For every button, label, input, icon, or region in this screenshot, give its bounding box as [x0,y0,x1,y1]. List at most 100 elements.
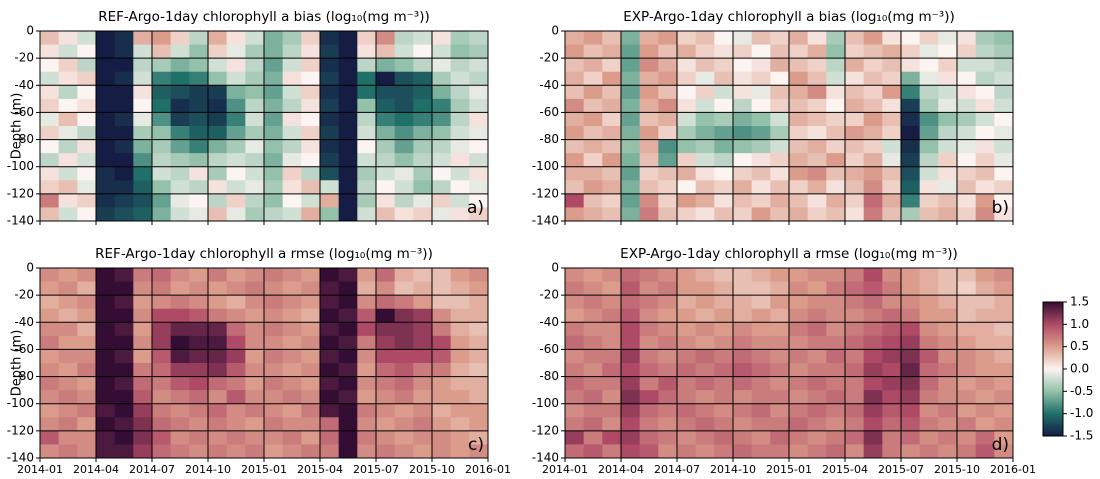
heatmap-cell [695,376,715,391]
heatmap-cell [583,207,603,222]
heatmap-cell [264,349,284,364]
heatmap-cell [226,403,246,418]
heatmap-cell [602,268,622,282]
heatmap-cell [245,31,265,45]
heatmap-cell [376,281,396,296]
colorbar-tick-label: -1.5 [1070,429,1093,443]
heatmap-cell [919,153,939,168]
heatmap-cell [432,44,452,59]
heatmap-cell [901,390,921,405]
heatmap-cell [133,58,153,73]
heatmap-cell [152,390,172,405]
heatmap-cell [58,322,78,337]
heatmap-cell [826,180,846,195]
heatmap-cell [114,58,134,73]
heatmap-cell [695,308,715,323]
heatmap-cell [376,180,396,195]
heatmap-cell [189,153,209,168]
heatmap-cell [264,44,284,59]
heatmap-cell [170,268,190,282]
heatmap-cell [826,71,846,86]
heatmap-cell [789,112,809,127]
heatmap-cell [96,295,116,310]
heatmap-cell [621,322,641,337]
heatmap-cell [152,281,172,296]
heatmap-cell [639,166,659,181]
heatmap-cell [357,390,377,405]
y-tick-label: -80 [539,132,559,146]
heatmap-cell [133,417,153,432]
heatmap-cell [432,126,452,140]
heatmap-cell [58,308,78,323]
colorbar-swatch [1043,397,1063,400]
heatmap-cell [357,153,377,168]
heatmap-cell [450,295,470,310]
heatmap-cell [282,31,302,45]
heatmap-cell [226,417,246,432]
heatmap-cell [583,153,603,168]
heatmap-cell [751,390,771,405]
colorbar-swatch [1043,310,1063,313]
heatmap-cell [845,376,865,391]
colorbar-swatch [1043,315,1063,318]
heatmap-cell [658,153,678,168]
heatmap-cell [938,71,958,86]
heatmap-cell [714,112,734,127]
heatmap-cell [733,71,753,86]
heatmap-cell [677,71,697,86]
heatmap-cell [639,363,659,377]
heatmap-cell [208,281,228,296]
heatmap-cell [96,85,116,100]
heatmap-cell [901,295,921,310]
heatmap-cell [901,126,921,140]
heatmap-cell [938,322,958,337]
heatmap-cell [264,444,284,459]
heatmap-cell [807,335,827,350]
heatmap-cell [282,44,302,59]
y-tick-label: -120 [532,186,559,200]
heatmap-cell [96,207,116,222]
y-tick-label: 0 [551,261,559,275]
heatmap-cell [733,349,753,364]
heatmap-cell [733,31,753,45]
heatmap-cell [658,308,678,323]
heatmap-cell [789,390,809,405]
heatmap-cell [450,71,470,86]
colorbar-swatch [1043,358,1063,362]
heatmap-cell [376,98,396,113]
heatmap-cell [282,166,302,181]
heatmap-cell [170,112,190,127]
colorbar-swatch [1043,425,1063,429]
heatmap-cell [58,376,78,391]
heatmap-cell [677,308,697,323]
colorbar-swatch [1043,379,1063,382]
heatmap-cell [394,376,414,391]
colorbar-swatch [1043,367,1063,370]
heatmap-cell [301,322,321,337]
y-tick-label: -40 [14,78,34,92]
heatmap-cell [621,98,641,113]
heatmap-cell [639,322,659,337]
colorbar-swatch [1043,308,1063,311]
heatmap-cell [583,166,603,181]
heatmap-cell [450,44,470,59]
heatmap-cell [226,71,246,86]
heatmap-cell [789,335,809,350]
heatmap-cell [583,430,603,445]
heatmap-cell [189,98,209,113]
heatmap-cell [565,112,585,127]
heatmap-cell [264,207,284,222]
heatmap-cell [789,58,809,73]
heatmap-cell [301,308,321,323]
heatmap-cell [394,295,414,310]
heatmap-cell [432,349,452,364]
heatmap-cell [357,363,377,377]
heatmap-cell [226,112,246,127]
heatmap-cell [469,207,489,222]
heatmap-cell [770,98,790,113]
heatmap-cell [751,349,771,364]
y-tick-label: -140 [7,214,34,228]
heatmap-cell [413,444,433,459]
heatmap-cell [938,349,958,364]
heatmap-cell [845,322,865,337]
